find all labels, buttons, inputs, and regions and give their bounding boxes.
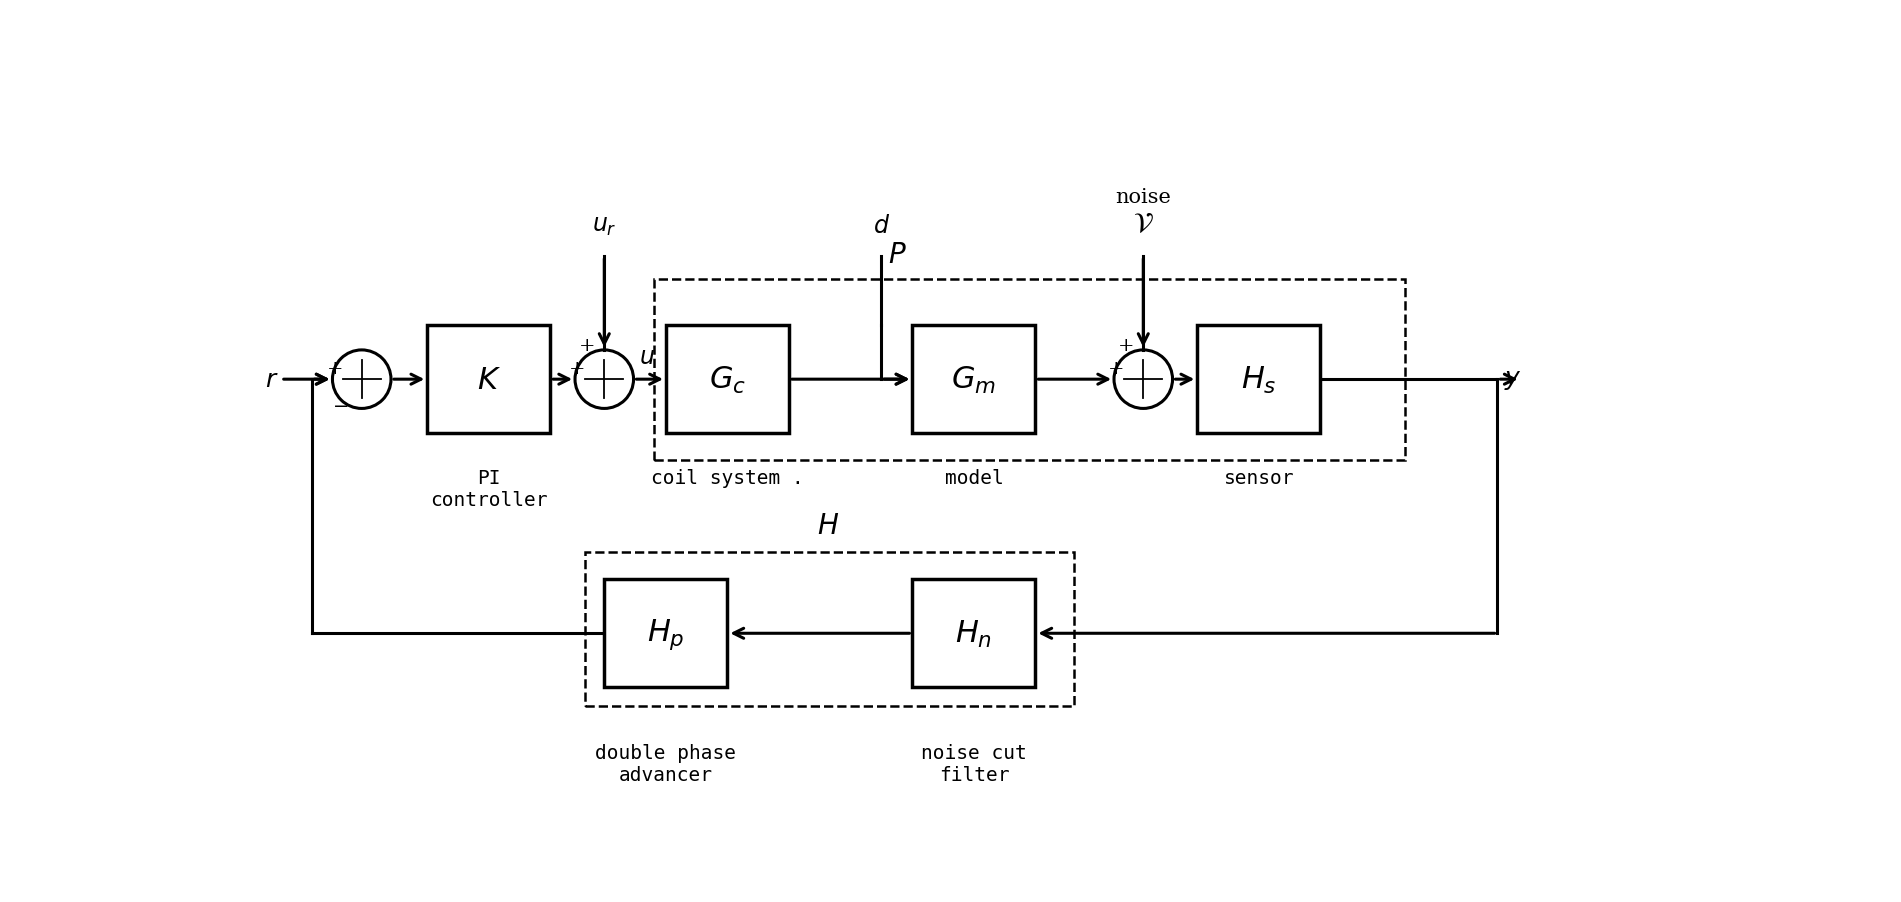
Text: $G_c$: $G_c$ <box>709 364 745 395</box>
Text: +: + <box>327 359 342 377</box>
Text: $H_s$: $H_s$ <box>1241 364 1277 395</box>
Text: $u_r$: $u_r$ <box>591 215 616 237</box>
Bar <box>428 326 551 434</box>
Text: $H_p$: $H_p$ <box>646 616 684 651</box>
Bar <box>654 280 1405 461</box>
Text: model: model <box>945 468 1004 487</box>
Bar <box>912 326 1036 434</box>
Text: noise: noise <box>1116 188 1171 207</box>
Text: PI
controller: PI controller <box>430 468 547 509</box>
Text: $\mathcal{V}$: $\mathcal{V}$ <box>1133 210 1154 237</box>
Text: sensor: sensor <box>1224 468 1295 487</box>
Text: $G_m$: $G_m$ <box>950 364 996 395</box>
Text: $u$: $u$ <box>639 345 654 368</box>
Bar <box>586 553 1074 706</box>
Text: +: + <box>1108 359 1125 377</box>
Bar <box>665 326 789 434</box>
Text: $P$: $P$ <box>888 241 907 268</box>
Text: $r$: $r$ <box>264 368 278 391</box>
Text: +: + <box>580 336 595 354</box>
Text: coil system .: coil system . <box>652 468 804 487</box>
Text: $H$: $H$ <box>817 512 838 539</box>
Text: +: + <box>1118 336 1135 354</box>
Text: $d$: $d$ <box>873 215 890 237</box>
Text: double phase
advancer: double phase advancer <box>595 742 736 784</box>
Text: noise cut
filter: noise cut filter <box>920 742 1027 784</box>
Text: +: + <box>568 359 586 377</box>
Text: $H_n$: $H_n$ <box>956 618 992 649</box>
Text: $K$: $K$ <box>477 364 500 395</box>
Bar <box>1198 326 1321 434</box>
Text: $y$: $y$ <box>1504 368 1521 391</box>
Bar <box>605 580 728 687</box>
Text: −: − <box>333 398 350 416</box>
Bar <box>912 580 1036 687</box>
